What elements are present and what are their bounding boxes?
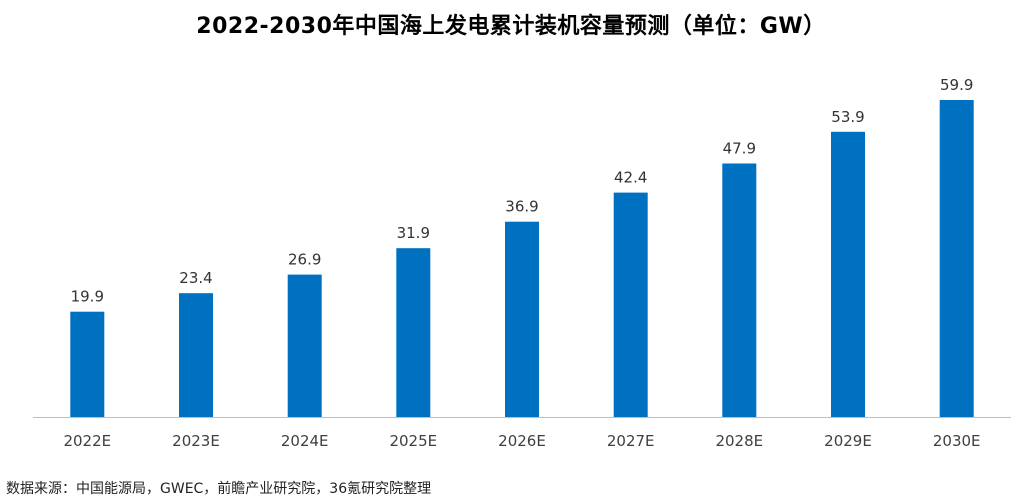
x-tick-label-2026E: 2026E xyxy=(498,432,546,450)
data-label-2029E: 53.9 xyxy=(831,108,864,126)
data-label-2022E: 19.9 xyxy=(71,288,104,306)
bar-2025E xyxy=(396,248,431,417)
bar-2030E xyxy=(939,100,974,417)
data-label-2024E: 26.9 xyxy=(288,251,321,269)
bar-2027E xyxy=(613,192,648,417)
x-tick-label-2029E: 2029E xyxy=(824,432,872,450)
data-label-2026E: 36.9 xyxy=(505,198,538,216)
source-note: 数据来源：中国能源局，GWEC，前瞻产业研究院，36氪研究院整理 xyxy=(6,481,432,497)
chart-title: 2022-2030年中国海上发电累计装机容量预测（单位：GW） xyxy=(196,14,826,39)
x-tick-label-2028E: 2028E xyxy=(715,432,763,450)
x-tick-label-2025E: 2025E xyxy=(389,432,437,450)
data-label-2023E: 23.4 xyxy=(179,269,212,287)
data-labels-layer: 19.9 23.4 26.9 31.9 36.9 42.4 47.9 53.9 59.9 xyxy=(71,76,974,306)
x-tick-labels-layer: 2022E 2023E 2024E 2025E 2026E 2027E 2028E 2029E… xyxy=(63,432,980,450)
data-label-2027E: 42.4 xyxy=(614,169,647,187)
data-label-2028E: 47.9 xyxy=(723,140,756,158)
x-tick-label-2022E: 2022E xyxy=(63,432,111,450)
bars-layer xyxy=(70,100,974,418)
bar-2023E xyxy=(179,293,213,417)
x-tick-label-2024E: 2024E xyxy=(281,432,329,450)
x-tick-label-2030E: 2030E xyxy=(933,432,981,450)
bar-2024E xyxy=(287,274,322,417)
data-label-2025E: 31.9 xyxy=(397,224,430,242)
bar-2029E xyxy=(831,131,865,418)
bar-2026E xyxy=(505,221,539,417)
x-tick-label-2023E: 2023E xyxy=(172,432,220,450)
bar-2028E xyxy=(722,163,757,417)
data-label-2030E: 59.9 xyxy=(940,76,973,94)
x-tick-label-2027E: 2027E xyxy=(607,432,655,450)
bar-2022E xyxy=(70,311,105,417)
